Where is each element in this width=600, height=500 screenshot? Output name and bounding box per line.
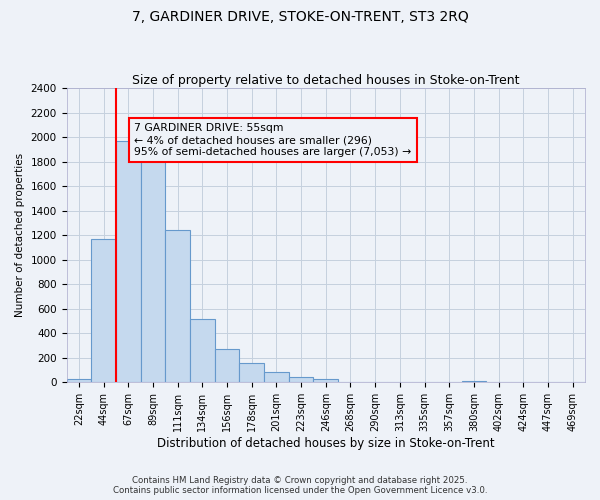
Bar [264,372,289,382]
Bar [91,239,116,382]
Text: 7 GARDINER DRIVE: 55sqm
← 4% of detached houses are smaller (296)
95% of semi-de: 7 GARDINER DRIVE: 55sqm ← 4% of detached… [134,124,411,156]
Bar [165,230,190,382]
Text: 7, GARDINER DRIVE, STOKE-ON-TRENT, ST3 2RQ: 7, GARDINER DRIVE, STOKE-ON-TRENT, ST3 2… [131,10,469,24]
Bar [67,380,91,382]
Title: Size of property relative to detached houses in Stoke-on-Trent: Size of property relative to detached ho… [132,74,520,87]
Bar [289,377,313,382]
Bar [313,378,338,382]
Text: Contains HM Land Registry data © Crown copyright and database right 2025.
Contai: Contains HM Land Registry data © Crown c… [113,476,487,495]
Bar [461,380,486,382]
X-axis label: Distribution of detached houses by size in Stoke-on-Trent: Distribution of detached houses by size … [157,437,494,450]
Bar [215,348,239,382]
Bar [190,319,215,382]
Bar [239,364,264,382]
Y-axis label: Number of detached properties: Number of detached properties [15,153,25,318]
Bar [140,155,165,382]
Bar [116,141,140,382]
